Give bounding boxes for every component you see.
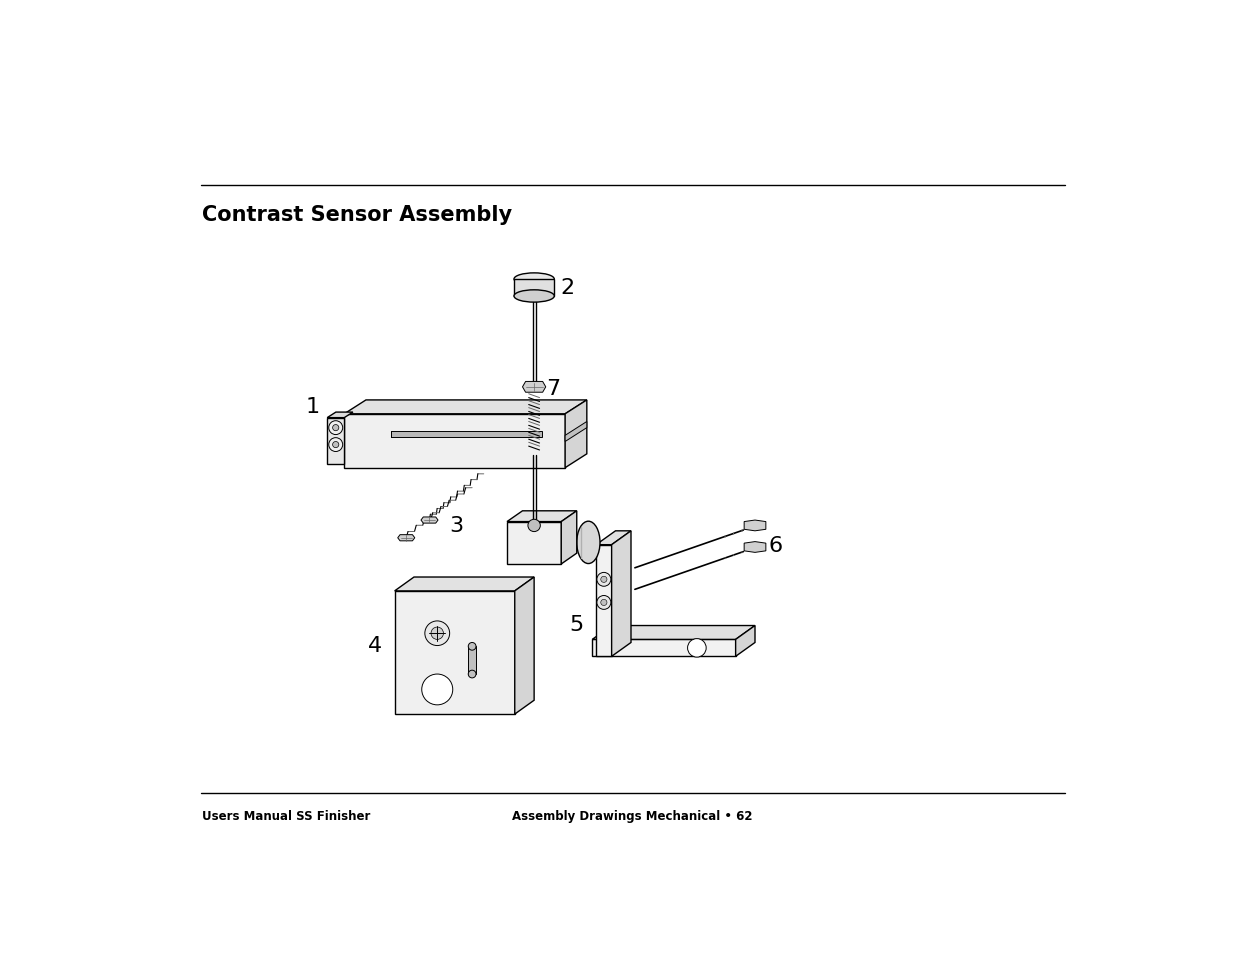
Text: 2: 2 xyxy=(561,277,574,297)
Ellipse shape xyxy=(468,671,475,679)
Polygon shape xyxy=(745,542,766,553)
Polygon shape xyxy=(593,626,755,639)
Polygon shape xyxy=(508,522,561,564)
Circle shape xyxy=(688,639,706,658)
Polygon shape xyxy=(736,626,755,657)
Polygon shape xyxy=(593,639,736,657)
Circle shape xyxy=(431,627,443,639)
Text: 6: 6 xyxy=(769,536,783,555)
Circle shape xyxy=(329,421,342,436)
Circle shape xyxy=(600,577,606,583)
Circle shape xyxy=(527,519,541,532)
Polygon shape xyxy=(745,520,766,531)
Text: 5: 5 xyxy=(569,615,583,635)
Polygon shape xyxy=(597,531,631,545)
Polygon shape xyxy=(327,418,345,464)
Polygon shape xyxy=(561,511,577,564)
Text: 7: 7 xyxy=(547,378,561,398)
Polygon shape xyxy=(514,280,555,296)
Polygon shape xyxy=(421,517,438,523)
Text: Users Manual SS Finisher: Users Manual SS Finisher xyxy=(203,809,370,822)
Ellipse shape xyxy=(577,521,600,564)
Circle shape xyxy=(421,675,453,705)
Polygon shape xyxy=(508,511,577,522)
Text: Assembly Drawings Mechanical • 62: Assembly Drawings Mechanical • 62 xyxy=(513,809,753,822)
Polygon shape xyxy=(395,591,515,715)
Circle shape xyxy=(425,621,450,646)
Polygon shape xyxy=(611,531,631,657)
Text: 1: 1 xyxy=(305,396,320,416)
Polygon shape xyxy=(390,432,542,437)
Circle shape xyxy=(600,599,606,606)
Circle shape xyxy=(332,425,338,432)
Polygon shape xyxy=(566,422,587,442)
Circle shape xyxy=(597,596,611,610)
Polygon shape xyxy=(468,647,475,675)
Polygon shape xyxy=(566,400,587,468)
Polygon shape xyxy=(345,415,566,468)
Ellipse shape xyxy=(468,642,475,651)
Text: Contrast Sensor Assembly: Contrast Sensor Assembly xyxy=(203,205,513,225)
Circle shape xyxy=(332,442,338,448)
Circle shape xyxy=(329,438,342,452)
Polygon shape xyxy=(345,400,587,415)
Polygon shape xyxy=(522,382,546,393)
Polygon shape xyxy=(327,413,353,418)
Ellipse shape xyxy=(514,291,555,303)
Ellipse shape xyxy=(514,274,555,286)
Polygon shape xyxy=(597,545,611,657)
Polygon shape xyxy=(398,535,415,541)
Text: 3: 3 xyxy=(448,516,463,536)
Polygon shape xyxy=(395,578,534,591)
Polygon shape xyxy=(515,578,534,715)
Text: 4: 4 xyxy=(368,635,382,655)
Circle shape xyxy=(597,573,611,587)
